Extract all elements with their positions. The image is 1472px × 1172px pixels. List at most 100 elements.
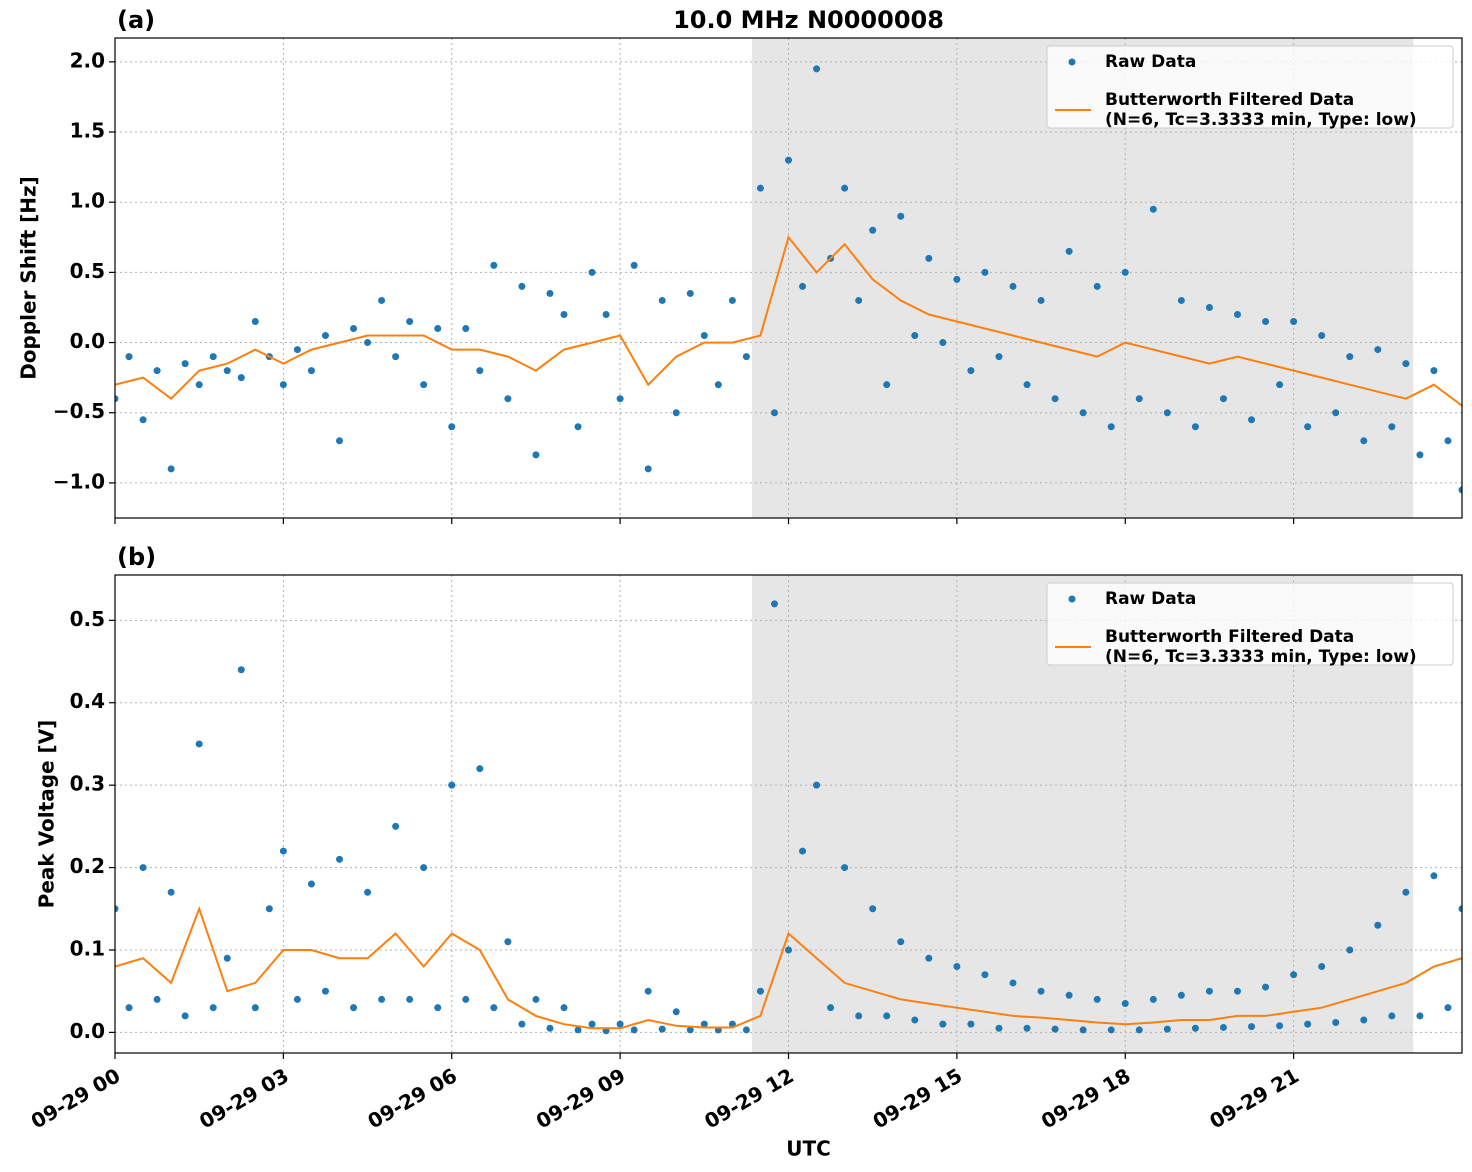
raw-point: [336, 437, 343, 445]
raw-point: [813, 65, 821, 73]
raw-point: [448, 781, 456, 789]
filtered-line: [115, 905, 1462, 1030]
raw-point: [1416, 1012, 1424, 1020]
y-tick-label: 0.1: [70, 936, 105, 960]
raw-point: [1374, 921, 1382, 929]
raw-point: [1388, 1012, 1396, 1020]
raw-point: [1009, 979, 1017, 987]
raw-point: [1149, 205, 1157, 213]
raw-point: [279, 381, 287, 389]
x-tick-label: 09-29 12: [700, 1063, 798, 1133]
raw-point: [307, 367, 315, 375]
raw-point: [658, 296, 666, 304]
raw-point: [237, 374, 245, 382]
raw-point: [307, 880, 315, 888]
raw-point: [1009, 282, 1017, 290]
raw-point: [115, 395, 119, 403]
raw-point: [1234, 310, 1241, 318]
raw-point: [518, 1020, 526, 1028]
raw-point: [588, 268, 596, 276]
raw-point: [883, 381, 891, 389]
raw-point: [420, 864, 428, 872]
raw-point: [1023, 1024, 1031, 1032]
raw-point: [1346, 946, 1354, 954]
raw-point: [981, 971, 989, 979]
raw-point: [1163, 1025, 1171, 1033]
raw-point: [897, 212, 905, 220]
raw-point: [841, 184, 849, 192]
raw-point: [1458, 486, 1462, 494]
chart-title: 10.0 MHz N0000008: [673, 6, 944, 34]
raw-point: [1149, 995, 1157, 1003]
raw-point: [1262, 983, 1270, 991]
raw-point: [392, 353, 400, 361]
raw-point: [658, 1025, 666, 1033]
raw-point: [1177, 296, 1185, 304]
y-tick-label: −0.5: [53, 399, 105, 423]
raw-point: [700, 1020, 708, 1028]
raw-point: [532, 995, 540, 1003]
raw-point: [1318, 332, 1326, 340]
raw-point: [1276, 1022, 1284, 1030]
raw-point: [855, 1012, 863, 1020]
raw-point: [1430, 872, 1438, 880]
raw-point: [686, 289, 694, 297]
raw-point: [1219, 395, 1227, 403]
raw-point: [532, 451, 540, 459]
y-tick-label: 0.5: [70, 607, 105, 631]
raw-point: [672, 1008, 680, 1016]
raw-point: [476, 765, 484, 773]
raw-point: [855, 296, 863, 304]
raw-point: [1388, 423, 1396, 431]
y-axis-label: Doppler Shift [Hz]: [17, 176, 41, 380]
raw-point: [1360, 437, 1368, 445]
raw-point: [1205, 987, 1213, 995]
y-tick-label: 0.0: [70, 1019, 105, 1043]
raw-point: [1318, 962, 1326, 970]
x-tick-label: 09-29 03: [195, 1063, 293, 1133]
raw-point: [1065, 247, 1073, 255]
raw-point: [1346, 353, 1354, 361]
raw-point: [1079, 409, 1087, 417]
raw-point: [1079, 1026, 1087, 1034]
raw-point: [1444, 437, 1452, 445]
y-tick-label: 0.3: [70, 772, 105, 796]
raw-point: [1051, 395, 1059, 403]
raw-point: [1205, 303, 1213, 311]
raw-point: [841, 864, 849, 872]
raw-point: [1107, 423, 1115, 431]
raw-point: [1135, 1026, 1143, 1034]
raw-point: [967, 1020, 975, 1028]
raw-point: [883, 1012, 891, 1020]
raw-point: [700, 332, 708, 340]
raw-point: [1402, 888, 1410, 896]
raw-point: [378, 995, 386, 1003]
raw-point: [672, 409, 680, 417]
raw-point: [392, 822, 400, 830]
x-tick-label: 09-29 00: [27, 1063, 125, 1133]
raw-point: [237, 666, 245, 674]
raw-point: [995, 353, 1003, 361]
raw-point: [644, 987, 652, 995]
raw-point: [1037, 987, 1045, 995]
raw-point: [1416, 451, 1424, 459]
raw-point: [560, 1004, 568, 1012]
raw-point: [785, 156, 792, 164]
x-tick-label: 09-29 18: [1037, 1063, 1135, 1133]
raw-point: [925, 254, 933, 262]
raw-point: [293, 995, 301, 1003]
raw-point: [588, 1020, 596, 1028]
raw-point: [1332, 1019, 1340, 1027]
raw-point: [939, 339, 947, 347]
raw-point: [953, 962, 961, 970]
raw-point: [1051, 1025, 1059, 1033]
raw-point: [953, 275, 961, 283]
y-tick-label: 0.5: [70, 259, 105, 283]
raw-point: [869, 905, 877, 913]
raw-point: [209, 1004, 217, 1012]
raw-point: [785, 946, 792, 954]
raw-point: [1458, 905, 1462, 913]
raw-point: [125, 353, 133, 361]
raw-point: [1304, 423, 1312, 431]
